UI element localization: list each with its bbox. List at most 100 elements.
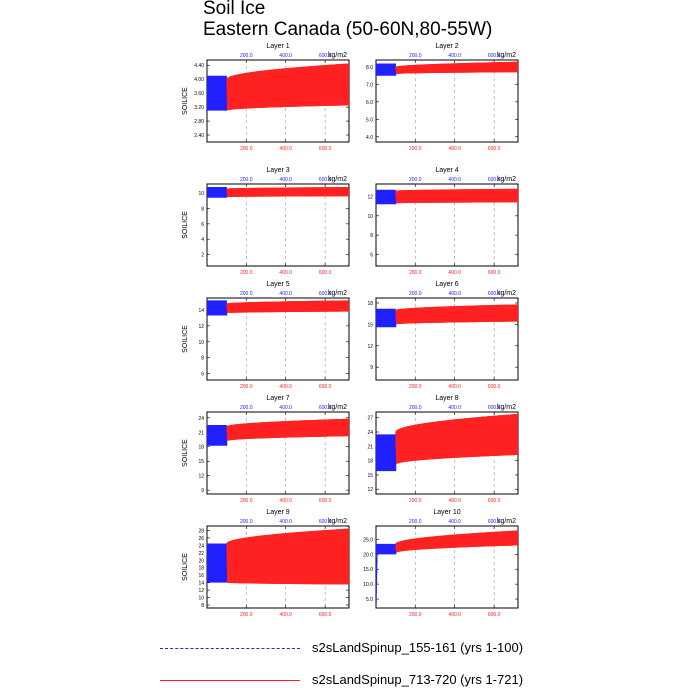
y-tick-label: 10.0 bbox=[363, 582, 373, 588]
bottom-x-tick-label: 400.0 bbox=[279, 384, 292, 390]
series-group bbox=[207, 187, 350, 198]
panel-layer-10: Layer 10kg/m2200.0200.0400.0400.0600.060… bbox=[363, 509, 518, 618]
bottom-x-tick-label: 600.0 bbox=[319, 384, 332, 390]
legend-item-1: s2sLandSpinup_155-161 (yrs 1-100) bbox=[160, 638, 580, 658]
legend-item-2: s2sLandSpinup_713-720 (yrs 1-721) bbox=[160, 670, 580, 690]
y-axis-label: SOILICE bbox=[182, 553, 189, 581]
y-tick-label: 6.0 bbox=[366, 100, 373, 106]
y-tick-label: 14 bbox=[198, 581, 204, 587]
series-line-1 bbox=[376, 309, 396, 328]
series-line-1 bbox=[376, 434, 396, 471]
y-tick-label: 10 bbox=[198, 596, 204, 602]
y-tick-label: 16 bbox=[198, 573, 204, 579]
top-x-tick-label: 600.0 bbox=[319, 177, 332, 183]
series-group bbox=[376, 189, 519, 204]
y-tick-label: 7.0 bbox=[366, 82, 373, 88]
y-tick-label: 4.40 bbox=[194, 63, 204, 69]
bottom-x-tick-label: 600.0 bbox=[319, 270, 332, 276]
series-group bbox=[376, 530, 519, 603]
bottom-x-tick-label: 400.0 bbox=[279, 146, 292, 152]
top-x-tick-label: 200.0 bbox=[409, 291, 422, 297]
series-group bbox=[376, 62, 519, 76]
panel-title: Layer 10 bbox=[433, 509, 460, 516]
y-tick-label: 4.0 bbox=[366, 135, 373, 141]
y-tick-label: 18 bbox=[198, 566, 204, 572]
bottom-x-tick-label: 200.0 bbox=[409, 498, 422, 504]
bottom-x-tick-label: 200.0 bbox=[240, 612, 253, 618]
bottom-x-tick-label: 600.0 bbox=[488, 146, 501, 152]
y-tick-label: 12 bbox=[367, 344, 373, 350]
y-tick-label: 15 bbox=[367, 473, 373, 479]
bottom-x-tick-label: 200.0 bbox=[240, 384, 253, 390]
y-tick-label: 18 bbox=[367, 459, 373, 465]
top-x-tick-label: 400.0 bbox=[448, 405, 461, 411]
y-axis-label: SOILICE bbox=[182, 87, 189, 115]
y-tick-label: 2 bbox=[201, 253, 204, 259]
panel-title: Layer 3 bbox=[266, 167, 289, 174]
top-x-tick-label: 400.0 bbox=[279, 177, 292, 183]
y-tick-label: 8 bbox=[370, 233, 373, 239]
y-tick-label: 4 bbox=[201, 237, 204, 243]
y-tick-label: 3.20 bbox=[194, 105, 204, 111]
bottom-x-tick-label: 600.0 bbox=[319, 612, 332, 618]
panel-layer-8: Layer 8 kg/m2 200.0 200.0 400.0 400.0 600.0 600… bbox=[367, 395, 518, 504]
y-tick-label: 28 bbox=[198, 528, 204, 534]
bottom-x-tick-label: 200.0 bbox=[409, 384, 422, 390]
y-tick-label: 12 bbox=[198, 474, 204, 480]
plot-grid: Layer 1kg/m2200.0200.0400.0400.0600.0600… bbox=[0, 0, 700, 700]
series-group bbox=[207, 419, 350, 446]
bottom-x-tick-label: 400.0 bbox=[448, 498, 461, 504]
y-tick-label: 10 bbox=[198, 191, 204, 197]
top-x-tick-label: 200.0 bbox=[240, 53, 253, 59]
y-tick-label: 14 bbox=[198, 308, 204, 314]
bottom-x-tick-label: 200.0 bbox=[240, 146, 253, 152]
series-line-2 bbox=[227, 529, 350, 585]
y-tick-label: 8.0 bbox=[366, 65, 373, 71]
series-line-2 bbox=[396, 414, 519, 465]
top-x-tick-label: 200.0 bbox=[409, 519, 422, 525]
y-axis-label: SOILICE bbox=[182, 325, 189, 353]
series-line-2 bbox=[396, 62, 519, 74]
bottom-x-tick-label: 400.0 bbox=[279, 612, 292, 618]
bottom-x-tick-label: 600.0 bbox=[488, 612, 501, 618]
y-tick-label: 9 bbox=[201, 488, 204, 494]
y-axis-label: SOILICE bbox=[182, 211, 189, 239]
y-tick-label: 20 bbox=[198, 558, 204, 564]
series-group bbox=[207, 300, 350, 315]
top-x-tick-label: 200.0 bbox=[409, 405, 422, 411]
series-line-1 bbox=[207, 544, 227, 583]
top-x-tick-label: 600.0 bbox=[488, 291, 501, 297]
top-x-tick-label: 600.0 bbox=[488, 519, 501, 525]
top-x-tick-label: 400.0 bbox=[279, 291, 292, 297]
series-line-2 bbox=[396, 189, 519, 203]
top-x-tick-label: 600.0 bbox=[319, 405, 332, 411]
series-line-1 bbox=[207, 300, 227, 315]
panel-title: Layer 7 bbox=[266, 395, 289, 402]
y-tick-label: 8 bbox=[201, 356, 204, 362]
y-tick-label: 4.00 bbox=[194, 77, 204, 83]
panel-layer-7: Layer 7kg/m2200.0200.0400.0400.0600.0600… bbox=[182, 395, 350, 504]
top-x-tick-label: 400.0 bbox=[448, 177, 461, 183]
y-tick-label: 15 bbox=[198, 459, 204, 465]
y-tick-label: 25.0 bbox=[363, 537, 373, 543]
y-tick-label: 10 bbox=[198, 340, 204, 346]
bottom-x-tick-label: 600.0 bbox=[488, 498, 501, 504]
series-line-1 bbox=[207, 187, 227, 198]
y-tick-label: 6 bbox=[201, 222, 204, 228]
y-tick-label: 10 bbox=[367, 214, 373, 220]
legend-label-1: s2sLandSpinup_155-161 (yrs 1-100) bbox=[312, 638, 523, 658]
panel-title: Layer 2 bbox=[435, 43, 458, 50]
top-x-tick-label: 400.0 bbox=[279, 405, 292, 411]
bottom-x-tick-label: 400.0 bbox=[448, 146, 461, 152]
top-x-tick-label: 400.0 bbox=[448, 519, 461, 525]
y-tick-label: 20.0 bbox=[363, 552, 373, 558]
y-tick-label: 18 bbox=[367, 301, 373, 307]
y-tick-label: 24 bbox=[198, 543, 204, 549]
y-tick-label: 18 bbox=[198, 445, 204, 451]
top-x-tick-label: 200.0 bbox=[240, 291, 253, 297]
bottom-x-tick-label: 600.0 bbox=[488, 270, 501, 276]
top-x-tick-label: 200.0 bbox=[409, 53, 422, 59]
top-x-tick-label: 200.0 bbox=[240, 405, 253, 411]
y-tick-label: 8 bbox=[201, 207, 204, 213]
bottom-x-tick-label: 200.0 bbox=[240, 498, 253, 504]
